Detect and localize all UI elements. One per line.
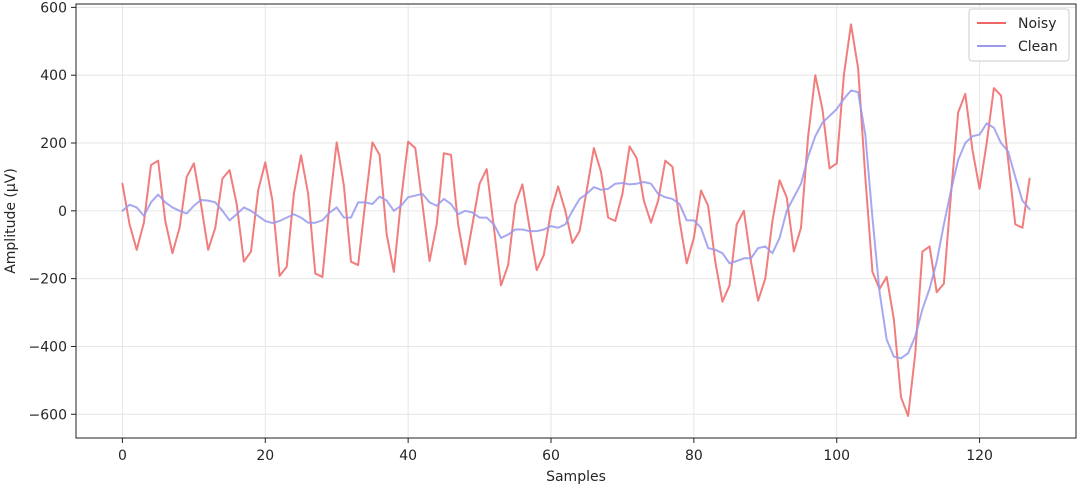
series-lines [121, 23, 1031, 417]
x-tick-label: 80 [685, 448, 703, 464]
y-tick-label: 400 [40, 68, 67, 84]
y-axis-label: Amplitude (μV) [3, 168, 19, 274]
legend-label-clean: Clean [1018, 39, 1058, 55]
y-tick-label: 0 [58, 204, 67, 220]
x-tick-label: 100 [823, 448, 850, 464]
plot-frame [75, 3, 1077, 439]
x-axis-label: Samples [546, 469, 606, 484]
axis-ticks: 0 20 40 60 80 100 120 −600 −400 −200 0 200 400 600 [29, 0, 993, 464]
y-tick-label: 600 [40, 0, 67, 16]
y-tick-label: −400 [29, 339, 67, 355]
x-tick-label: 60 [542, 448, 560, 464]
x-tick-label: 20 [256, 448, 274, 464]
legend: Noisy Clean [968, 8, 1070, 62]
x-tick-label: 40 [399, 448, 417, 464]
legend-label-noisy: Noisy [1018, 16, 1057, 32]
x-tick-label: 0 [118, 448, 127, 464]
x-tick-label: 120 [966, 448, 993, 464]
y-tick-label: −200 [29, 272, 67, 288]
grid-lines [76, 4, 1076, 438]
series-line-clean [121, 89, 1031, 360]
y-tick-label: −600 [29, 407, 67, 423]
y-tick-label: 200 [40, 136, 67, 152]
